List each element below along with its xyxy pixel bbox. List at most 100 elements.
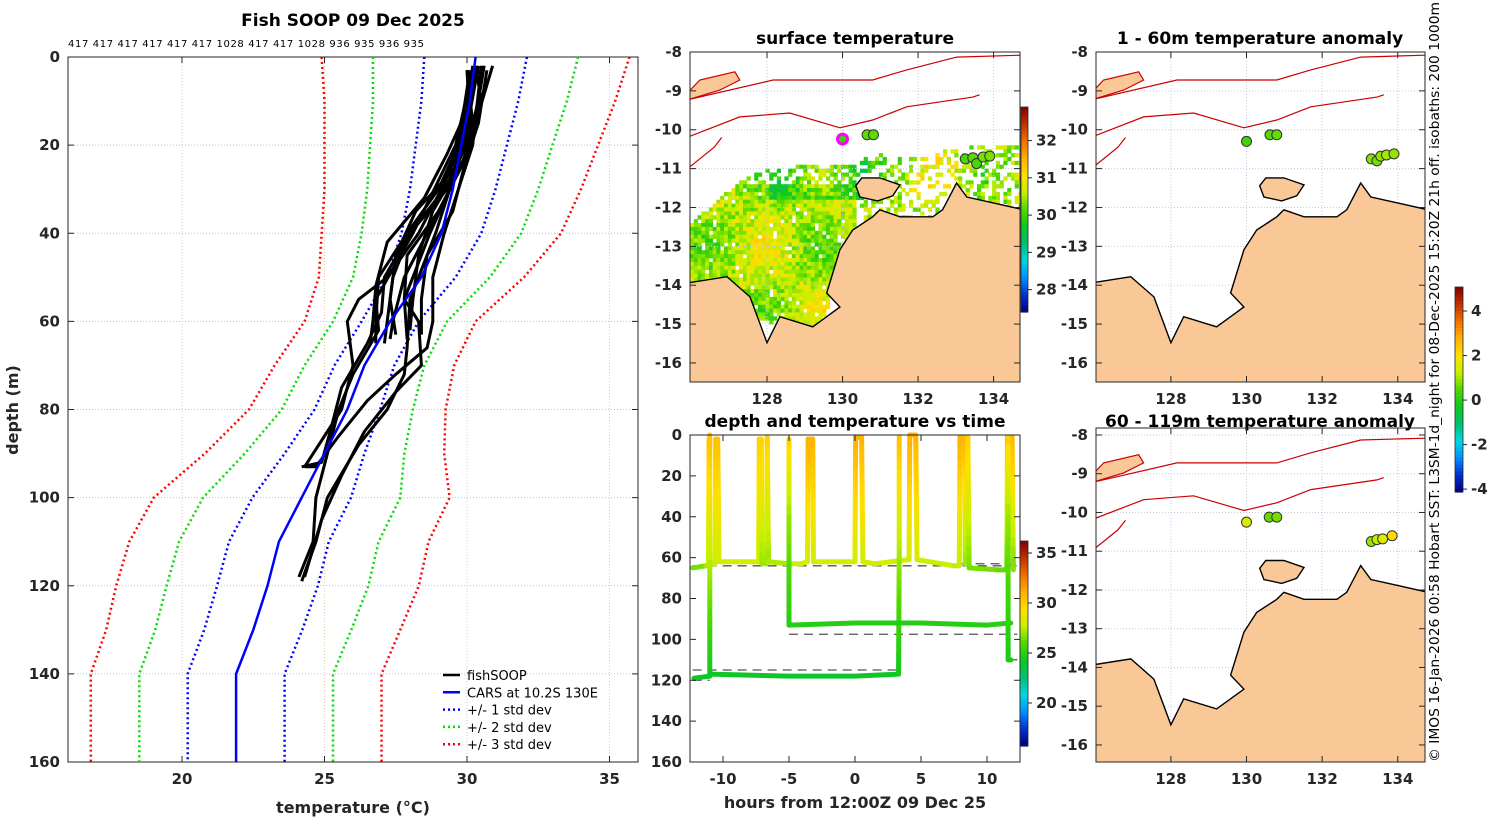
sst-pixel [780,223,785,228]
colorbar-swatch [1020,684,1028,689]
sst-pixel [765,258,770,263]
sst-pixel [841,234,846,239]
depth-track-segment [786,620,858,628]
colorbar-swatch [1455,334,1463,339]
sst-pixel [818,261,823,267]
sst-pixel [739,211,744,216]
sst-pixel [927,164,933,169]
sst-pixel [954,149,959,154]
sst-pixel [807,180,812,185]
colorbar-swatch [1020,735,1028,740]
sst-pixel [739,199,744,204]
sst-pixel [1014,145,1019,150]
sst-pixel [705,246,710,251]
sst-pixel [890,164,895,169]
sst-pixel [803,176,808,181]
sst-pixel [841,172,846,177]
cars-2std-lower-line [138,56,375,762]
y-tick-label: -8 [665,43,682,61]
sst-pixel [992,199,997,204]
sst-pixel [1003,176,1008,181]
sst-pixel [731,277,736,282]
sst-pixel [829,211,834,216]
y-tick-label: -13 [1061,620,1088,638]
sst-pixel [822,261,827,267]
sst-pixel [795,285,800,290]
sst-pixel [754,195,759,201]
sst-pixel [769,172,774,177]
colorbar-swatch [1021,253,1028,258]
sst-pixel [776,300,781,306]
sst-pixel [905,180,910,185]
sst-pixel [814,269,819,274]
sst-pixel [746,215,751,220]
sst-pixel [697,234,702,239]
fishsoop-profile-line [300,65,480,582]
sst-pixel [992,184,997,189]
sst-pixel [746,211,751,216]
sst-pixel [761,223,766,228]
sst-pixel [829,265,834,271]
sst-pixel [822,296,827,302]
sst-pixel [780,277,785,282]
sst-pixel [833,223,838,228]
sst-pixel [773,191,778,197]
sst-pixel [765,285,770,290]
x-tick-label: 30 [457,770,478,788]
sst-pixel [742,289,748,294]
colorbar-swatch [1020,602,1028,607]
sst-pixel [833,191,838,197]
sst-pixel [746,184,751,189]
sst-pixel [909,203,914,208]
colorbar-tick-label: 31 [1036,169,1057,187]
sst-pixel [791,265,797,271]
sst-pixel [720,238,725,243]
sst-pixel [795,234,800,239]
sst-pixel [780,281,785,286]
colorbar-swatch [1455,355,1463,360]
sst-pixel [776,199,781,204]
sst-pixel [791,285,797,290]
sst-pixel [788,308,793,313]
sst-pixel [776,261,781,267]
sst-pixel [765,207,770,212]
sst-pixel [893,199,899,204]
sst-pixel [829,254,834,259]
colorbar-swatch [1455,379,1463,384]
sst-pixel [814,254,819,259]
sst-pixel [776,219,781,224]
sst-pixel [791,254,797,259]
sst-pixel [780,203,785,208]
sst-pixel [807,211,812,216]
colorbar-swatch [1021,107,1028,112]
sst-pixel [731,211,736,216]
sst-pixel [705,215,710,220]
sst-pixel [693,234,698,239]
sst-pixel [705,219,710,224]
sst-pixel [833,219,838,224]
sst-pixel [814,316,819,321]
sst-pixel [829,207,834,212]
sst-pixel [746,219,751,224]
sst-pixel [927,176,933,181]
sst-pixel [810,238,815,243]
sst-pixel [822,191,827,197]
sst-pixel [825,265,831,271]
sst-pixel [788,195,793,201]
fishsoop-profile-line [303,65,486,578]
sst-pixel [939,191,944,197]
sst-pixel [746,281,751,286]
sst-pixel [720,195,725,201]
sst-pixel [886,207,891,212]
sst-pixel [965,188,970,193]
sst-pixel [935,195,940,201]
sst-pixel [735,195,740,201]
sst-pixel [829,203,834,208]
sst-pixel [746,199,751,204]
sst-pixel [788,312,793,317]
sst-pixel [754,203,759,208]
sst-pixel [769,250,774,255]
sst-pixel [863,215,868,220]
sst-pixel [897,207,902,212]
sst-pixel [701,273,706,278]
